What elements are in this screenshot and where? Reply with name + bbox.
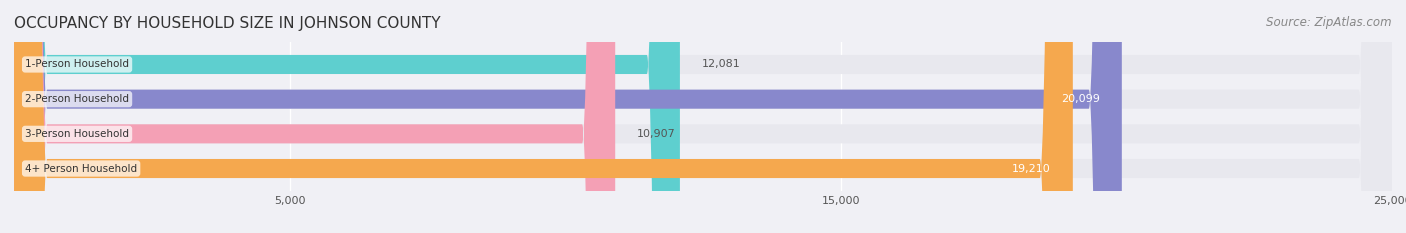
Text: 12,081: 12,081 (702, 59, 741, 69)
FancyBboxPatch shape (14, 0, 1392, 233)
Text: 3-Person Household: 3-Person Household (25, 129, 129, 139)
Text: 10,907: 10,907 (637, 129, 676, 139)
FancyBboxPatch shape (14, 0, 1392, 233)
Text: 2-Person Household: 2-Person Household (25, 94, 129, 104)
Text: 4+ Person Household: 4+ Person Household (25, 164, 138, 174)
FancyBboxPatch shape (14, 0, 1392, 233)
FancyBboxPatch shape (14, 0, 1122, 233)
FancyBboxPatch shape (14, 0, 616, 233)
Text: 20,099: 20,099 (1062, 94, 1099, 104)
Text: OCCUPANCY BY HOUSEHOLD SIZE IN JOHNSON COUNTY: OCCUPANCY BY HOUSEHOLD SIZE IN JOHNSON C… (14, 16, 440, 31)
FancyBboxPatch shape (14, 0, 1392, 233)
Text: 1-Person Household: 1-Person Household (25, 59, 129, 69)
FancyBboxPatch shape (14, 0, 681, 233)
Text: 19,210: 19,210 (1012, 164, 1050, 174)
Text: Source: ZipAtlas.com: Source: ZipAtlas.com (1267, 16, 1392, 29)
FancyBboxPatch shape (14, 0, 1073, 233)
